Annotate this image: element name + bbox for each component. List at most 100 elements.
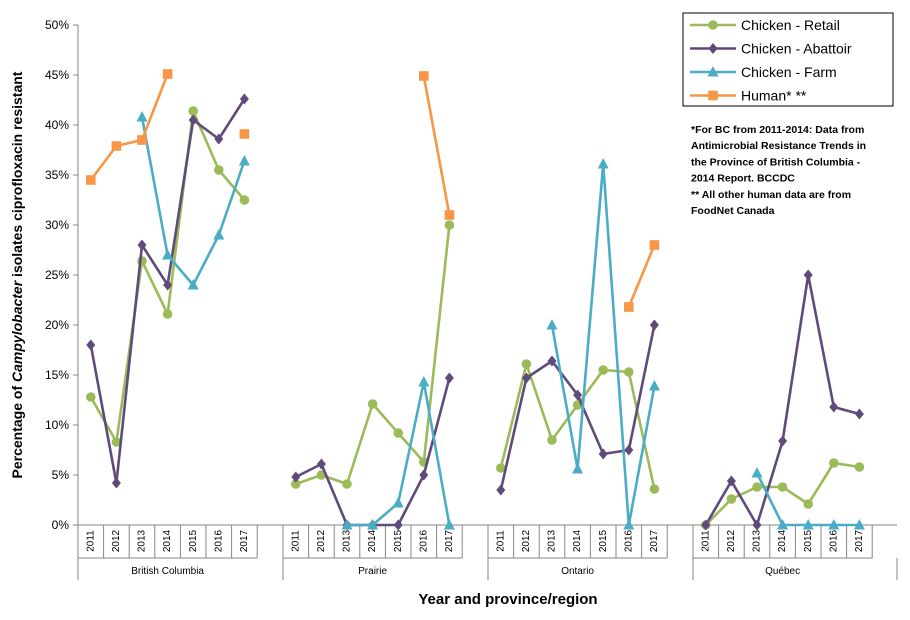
- data-point: [393, 428, 404, 438]
- legend-label: Human* **: [741, 88, 807, 104]
- data-point: [367, 399, 378, 409]
- y-tick-label: 25%: [45, 268, 69, 282]
- x-tick-label: 2011: [495, 530, 506, 552]
- group-label: Québec: [765, 566, 800, 577]
- data-point: [777, 482, 788, 492]
- legend-label: Chicken - Farm: [741, 64, 837, 80]
- data-point: [238, 155, 250, 166]
- series-human: [86, 69, 660, 312]
- data-point: [213, 229, 225, 240]
- data-point: [829, 401, 839, 413]
- x-tick-label: 2017: [854, 529, 865, 552]
- y-tick-label: 35%: [45, 168, 69, 182]
- y-axis-title-part: isolates ciprofloxacin resistant: [9, 71, 25, 281]
- data-point: [496, 463, 506, 473]
- data-point: [496, 484, 506, 496]
- data-point: [598, 365, 608, 375]
- data-point: [291, 479, 301, 489]
- data-point: [573, 389, 583, 401]
- data-point: [444, 220, 455, 230]
- data-point: [342, 479, 352, 489]
- data-point: [623, 519, 635, 530]
- data-point: [649, 240, 660, 250]
- y-tick-label: 0%: [52, 518, 70, 532]
- y-axis-title-part: Percentage of: [9, 382, 25, 478]
- x-tick-label: 2014: [572, 529, 583, 552]
- data-point: [86, 392, 96, 402]
- data-point: [419, 469, 429, 481]
- x-tick-label: 2017: [649, 529, 660, 552]
- series-line: [89, 73, 169, 181]
- axes: 0% 5% 10% 15% 20% 25% 30% 35% 40% 45% 50% 2011 2012 2…: [45, 18, 898, 580]
- data-point: [188, 106, 198, 116]
- x-tick-label: 2015: [598, 529, 609, 552]
- data-point: [572, 463, 584, 474]
- group-label: British Columbia: [131, 566, 204, 577]
- data-point: [214, 133, 224, 145]
- x-tick-label: 2011: [85, 530, 96, 552]
- x-tick-label: 2014: [777, 529, 788, 552]
- x-tick-label: 2017: [444, 529, 455, 552]
- legend-item: Chicken - Retail: [690, 17, 840, 33]
- annotation-line: *For BC from 2011-2014: Data from: [691, 124, 864, 136]
- y-tick-label: 20%: [45, 318, 69, 332]
- legend-label: Chicken - Retail: [741, 17, 840, 33]
- data-point: [162, 69, 173, 79]
- data-point: [752, 519, 762, 531]
- series-chicken-retail: [86, 106, 865, 530]
- series-line: [140, 116, 246, 287]
- x-tick-label: 2012: [726, 529, 737, 552]
- data-point: [624, 302, 634, 312]
- data-point: [546, 319, 558, 330]
- x-tick-label: 2013: [547, 529, 558, 552]
- data-point: [828, 519, 840, 530]
- series-line: [89, 98, 246, 485]
- data-point: [341, 519, 353, 530]
- data-point: [521, 372, 531, 384]
- annotation-line: Antimicrobial Resistance Trends in: [691, 140, 866, 152]
- annotation-line: FoodNet Canada: [691, 205, 775, 217]
- x-tick-label: 2013: [137, 529, 148, 552]
- x-tick-label: 2011: [700, 530, 711, 552]
- legend-label: Chicken - Abattoir: [741, 41, 852, 57]
- data-point: [597, 158, 609, 169]
- x-tick-label: 2017: [239, 529, 250, 552]
- x-tick-label: 2016: [213, 529, 224, 552]
- data-point: [367, 519, 379, 530]
- data-point: [598, 448, 608, 460]
- data-point: [853, 519, 865, 530]
- annotation-line: ** All other human data are from: [691, 189, 851, 201]
- data-point: [701, 519, 711, 531]
- data-point: [392, 497, 404, 508]
- y-tick-label: 50%: [45, 18, 69, 32]
- data-point: [803, 269, 813, 281]
- x-tick-label: 2014: [162, 529, 173, 552]
- data-point: [163, 279, 173, 291]
- legend-item: Chicken - Abattoir: [690, 41, 852, 57]
- data-point: [393, 519, 403, 531]
- data-point: [624, 444, 634, 456]
- y-tick-label: 5%: [52, 468, 70, 482]
- x-tick-label: 2016: [418, 529, 429, 552]
- legend-marker: [708, 90, 718, 101]
- annotation-line: 2014 Report. BCCDC: [691, 173, 795, 185]
- data-point: [239, 129, 250, 139]
- data-point: [111, 141, 122, 151]
- series-line: [627, 244, 656, 308]
- data-point: [624, 367, 634, 377]
- data-point: [752, 482, 762, 492]
- data-point: [419, 71, 429, 81]
- series-line: [704, 461, 860, 526]
- x-tick-label: 2016: [623, 529, 634, 552]
- x-tick-label: 2013: [342, 529, 353, 552]
- x-tick-label: 2016: [828, 529, 839, 552]
- data-point: [136, 111, 148, 122]
- y-tick-label: 30%: [45, 218, 69, 232]
- data-point: [291, 471, 301, 483]
- x-axis-title: Year and province/region: [418, 591, 597, 608]
- series-line: [755, 472, 860, 527]
- data-point: [649, 319, 659, 331]
- series-layer: [86, 69, 865, 531]
- data-point: [777, 519, 789, 530]
- data-point: [316, 458, 326, 470]
